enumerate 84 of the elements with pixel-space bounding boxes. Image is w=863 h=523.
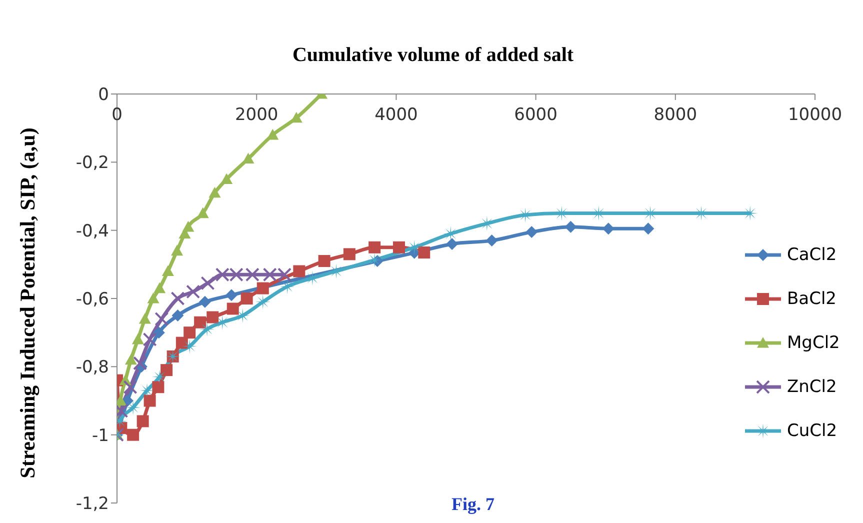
point xyxy=(182,338,198,354)
point xyxy=(144,394,156,407)
point xyxy=(152,381,164,394)
point xyxy=(123,380,138,394)
point xyxy=(182,220,194,232)
point xyxy=(235,308,250,324)
x-tick-label: 2000 xyxy=(234,105,278,125)
point xyxy=(186,284,200,299)
point xyxy=(194,316,206,328)
point xyxy=(443,226,458,242)
point xyxy=(140,383,155,398)
point xyxy=(225,289,238,302)
point xyxy=(406,240,422,255)
point xyxy=(127,428,140,441)
point xyxy=(172,310,184,322)
point xyxy=(564,220,577,233)
y-axis-title: Streaming Induced Potential, SIP, (a,u) xyxy=(16,128,40,478)
chart-title: Cumulative volume of added salt xyxy=(291,44,575,67)
point xyxy=(206,311,219,324)
point xyxy=(133,356,148,370)
point xyxy=(220,173,233,184)
point xyxy=(266,128,279,140)
x-tick-label: 8000 xyxy=(654,105,698,125)
point xyxy=(343,248,356,260)
point xyxy=(200,322,215,337)
y-tick-label: -0,4 xyxy=(76,221,109,242)
point xyxy=(255,294,270,310)
point xyxy=(392,241,405,254)
point xyxy=(126,400,141,416)
point xyxy=(198,296,211,308)
point xyxy=(200,276,215,290)
point xyxy=(136,415,149,428)
point xyxy=(242,152,254,164)
y-tick-label: 0 xyxy=(98,85,109,106)
point xyxy=(147,292,160,304)
point xyxy=(226,302,239,315)
point xyxy=(154,312,169,326)
point xyxy=(196,207,209,218)
point xyxy=(304,270,320,286)
y-tick-label: -0,8 xyxy=(76,358,109,378)
annotation: Fig. 7 xyxy=(450,494,496,515)
point xyxy=(446,238,458,250)
point xyxy=(154,282,166,294)
x-tick-label: 4000 xyxy=(374,105,418,125)
point xyxy=(642,222,654,235)
point xyxy=(318,255,330,268)
legend-label: ZnCl2 xyxy=(787,377,837,397)
legend-label: CaCl2 xyxy=(787,245,837,265)
point xyxy=(526,226,538,238)
point xyxy=(479,216,494,232)
point xyxy=(240,292,253,304)
point xyxy=(367,252,382,268)
point xyxy=(280,279,295,294)
point xyxy=(142,332,157,346)
point xyxy=(132,333,144,344)
point xyxy=(152,369,168,384)
point xyxy=(171,244,184,256)
point xyxy=(170,292,185,306)
point xyxy=(124,354,137,365)
legend-label: CuCl2 xyxy=(787,421,838,441)
point xyxy=(162,265,174,276)
x-tick-label: 10000 xyxy=(788,105,842,125)
point xyxy=(256,282,269,294)
point xyxy=(418,246,430,258)
point xyxy=(293,265,306,278)
point xyxy=(742,206,758,221)
y-tick-label: -1 xyxy=(92,426,109,446)
point xyxy=(368,241,381,254)
point xyxy=(160,364,173,376)
point xyxy=(176,336,188,349)
point xyxy=(208,186,221,198)
x-tick-label: 6000 xyxy=(514,105,558,125)
point xyxy=(486,234,498,247)
point xyxy=(214,314,230,330)
point xyxy=(138,312,151,324)
y-tick-label: -0,6 xyxy=(76,290,109,310)
point xyxy=(245,268,260,282)
y-tick-label: -0,2 xyxy=(76,153,109,174)
y-tick-label: -1,2 xyxy=(76,494,109,514)
point xyxy=(152,326,165,339)
legend-label: BaCl2 xyxy=(787,289,836,309)
legend-label: MgCl2 xyxy=(787,333,840,353)
point xyxy=(602,222,614,235)
point xyxy=(184,326,196,339)
